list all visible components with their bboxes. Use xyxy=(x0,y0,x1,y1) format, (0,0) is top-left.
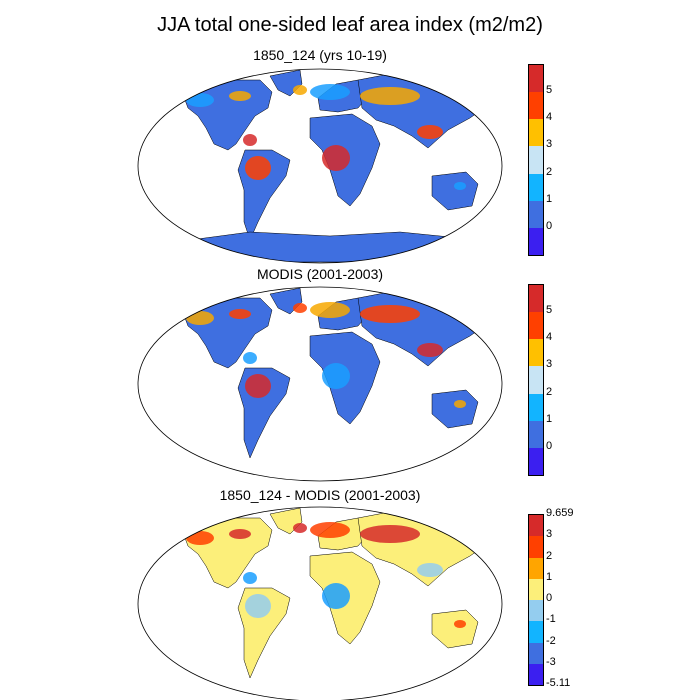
colorbar-tick-label: 0 xyxy=(546,219,553,232)
colorbar-difference xyxy=(528,514,544,686)
lai-patch xyxy=(360,305,420,323)
colorbar-tick-label: 2 xyxy=(546,165,553,178)
colorbar-tick-label: 2 xyxy=(546,549,553,562)
lai-patch xyxy=(454,182,466,190)
lai-patch xyxy=(186,93,214,107)
colorbar-modis xyxy=(528,284,544,476)
colorbar-segment xyxy=(529,536,543,558)
panel-title-difference: 1850_124 - MODIS (2001-2003) xyxy=(219,487,421,503)
lai-patch xyxy=(229,91,251,101)
colorbar-tick-label: -1 xyxy=(546,613,556,626)
colorbar-segment xyxy=(529,420,543,448)
colorbar-segment xyxy=(529,92,543,120)
lai-patch xyxy=(186,311,214,325)
colorbar-tick-label: 2 xyxy=(546,385,553,398)
colorbar-segment xyxy=(529,312,543,340)
colorbar-tick-label: 5 xyxy=(546,84,553,97)
map-border-modis xyxy=(137,286,503,482)
australia-2 xyxy=(431,609,479,649)
panel-title-model: 1850_124 (yrs 10-19) xyxy=(253,47,387,63)
map-outlines xyxy=(137,68,503,700)
colorbar-segment xyxy=(529,447,543,475)
colorbar-segment xyxy=(529,227,543,255)
lai-patch xyxy=(454,400,466,408)
colorbar-tick-label: 0 xyxy=(546,592,553,604)
lai-patch xyxy=(417,563,443,577)
lai-patch xyxy=(186,531,214,545)
lai-patch xyxy=(243,352,257,364)
colorbar-tick-label: 3 xyxy=(546,138,553,151)
colorbar-model xyxy=(528,64,544,256)
australia-1 xyxy=(431,389,479,429)
lai-patch xyxy=(310,522,350,538)
map-panel-model xyxy=(138,69,502,263)
lai-patch xyxy=(293,303,307,313)
lai-patch xyxy=(293,523,307,533)
lai-patch xyxy=(454,620,466,628)
colorbar-tick-label: -2 xyxy=(546,634,556,647)
map-border-model xyxy=(137,68,503,264)
colorbar-segment xyxy=(529,366,543,394)
colorbar-segment xyxy=(529,578,543,600)
colorbar-segment xyxy=(529,200,543,228)
colorbar-tick-label: -3 xyxy=(546,655,556,668)
panel-title-modis: MODIS (2001-2003) xyxy=(256,266,384,282)
colorbar-segment xyxy=(529,285,543,313)
colorbar-segment xyxy=(529,146,543,174)
australia-0 xyxy=(431,171,479,211)
lai-patch xyxy=(322,363,350,389)
colorbar-segment xyxy=(529,119,543,147)
lai-patch xyxy=(310,302,350,318)
colorbar-tick-label: 3 xyxy=(546,528,553,541)
map-border-difference xyxy=(137,506,503,700)
lai-patch xyxy=(245,374,271,398)
lai-patch xyxy=(229,529,251,539)
lai-patch xyxy=(360,525,420,543)
figure-title: JJA total one-sided leaf area index (m2/… xyxy=(157,14,543,36)
colorbar-tick-label: 1 xyxy=(546,412,553,425)
lai-patch xyxy=(293,85,307,95)
lai-patch xyxy=(245,156,271,180)
colorbar-segment xyxy=(529,339,543,367)
colorbar-segment xyxy=(529,65,543,93)
map-panel-difference xyxy=(138,507,502,700)
colorbar-segment xyxy=(529,642,543,664)
colorbar-segment xyxy=(529,663,543,685)
colorbar-tick-label: 0 xyxy=(546,439,553,452)
colorbar-segment xyxy=(529,600,543,622)
colorbar-tick-label: 1 xyxy=(546,192,553,205)
lai-patch xyxy=(417,343,443,357)
colorbar-tick-label: 5 xyxy=(546,304,553,317)
lai-patch xyxy=(245,594,271,618)
lai-patch xyxy=(417,125,443,139)
colorbar-tick-label: 3 xyxy=(546,358,553,371)
map-panel-modis xyxy=(138,287,502,481)
colorbar-segment xyxy=(529,393,543,421)
colorbar-segment xyxy=(529,557,543,579)
colorbar-tick-label: 9.659 xyxy=(546,507,574,519)
lai-patch xyxy=(322,145,350,171)
colorbar-tick-label: 4 xyxy=(546,111,553,124)
lai-patch xyxy=(243,572,257,584)
lai-patch xyxy=(360,87,420,105)
colorbar-segment xyxy=(529,515,543,537)
colorbar-tick-label: -5.11 xyxy=(546,677,571,689)
colorbar-tick-label: 1 xyxy=(546,570,553,583)
lai-patch xyxy=(310,84,350,100)
lai-patch xyxy=(243,134,257,146)
lai-patch xyxy=(229,309,251,319)
colorbar-segment xyxy=(529,621,543,643)
colorbar-segment xyxy=(529,173,543,201)
lai-patch xyxy=(322,583,350,609)
colorbar-tick-label: 4 xyxy=(546,331,553,344)
